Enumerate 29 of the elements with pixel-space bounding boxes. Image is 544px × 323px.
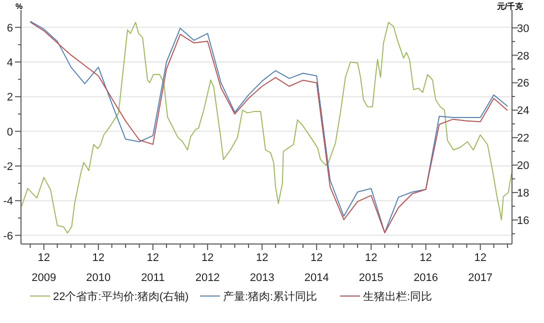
y-axis-title: %	[15, 2, 23, 11]
y2-tick-label: 26	[517, 78, 530, 90]
y2-tick-label: 30	[517, 22, 530, 35]
y2-axis-title: 元/千克	[496, 2, 524, 11]
x-tick-label: 12 2009	[32, 252, 56, 284]
y-tick-label: 6	[6, 22, 13, 34]
legend-label: 产量:猪肉:累计同比	[223, 290, 318, 303]
y2-tick-label: 20	[517, 160, 530, 172]
y-tick-label: -6	[3, 230, 13, 242]
y-tick-label: 0	[6, 126, 13, 138]
y-tick-label: -2	[3, 161, 13, 173]
x-tick-label: 12 2016	[414, 252, 438, 284]
x-tick-label: 12 2013	[250, 252, 274, 284]
legend-label: 生猪出栏:同比	[363, 290, 432, 303]
y-tick-label: -4	[3, 196, 13, 208]
x-tick-label: 12 2017	[468, 252, 493, 284]
y-tick-label: 4	[6, 57, 13, 69]
y2-tick-label: 18	[517, 188, 530, 200]
x-tick-label: 12 2011	[141, 252, 165, 284]
y-tick-label: 2	[6, 92, 13, 104]
x-tick-label: 12 2010	[86, 252, 111, 284]
legend-label: 22个省市:平均价:猪肉(右轴)	[53, 290, 189, 303]
y2-tick-label: 28	[517, 50, 530, 62]
y2-tick-label: 16	[517, 214, 530, 227]
x-tick-label: 12 2014	[304, 252, 329, 284]
y2-tick-label: 24	[517, 105, 530, 118]
x-tick-label: 12 2012	[195, 252, 220, 284]
x-tick-label: 12 2015	[358, 252, 384, 284]
y2-tick-label: 22	[517, 132, 530, 145]
